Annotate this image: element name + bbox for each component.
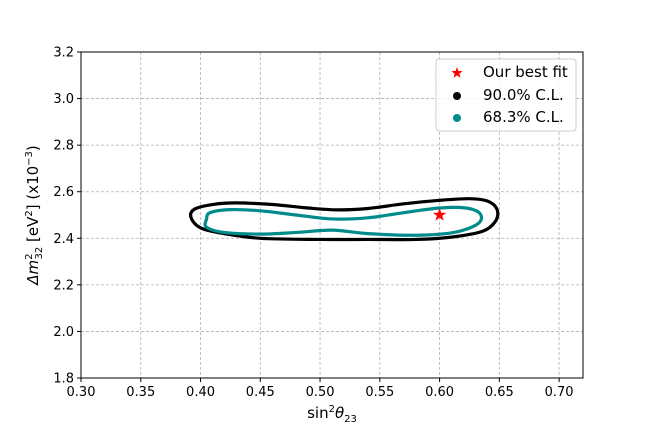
y-tick-label: 2.4 — [53, 232, 74, 247]
y-tick-label: 2.8 — [53, 139, 74, 154]
legend-label-90: 90.0% C.L. — [483, 86, 564, 104]
x-tick-label: 0.65 — [485, 385, 514, 400]
y-tick-label: 3.0 — [53, 92, 74, 107]
legend: Our best fit 90.0% C.L. 68.3% C.L. — [435, 58, 577, 132]
x-tick-label: 0.55 — [365, 385, 394, 400]
x-tick-label: 0.45 — [246, 385, 275, 400]
y-tick-label: 2.6 — [53, 185, 74, 200]
contour-68-cl — [203, 205, 484, 237]
legend-dot-68-icon — [453, 114, 461, 122]
contour-90-cl — [189, 197, 500, 242]
x-tick-label: 0.40 — [186, 385, 215, 400]
x-tick-label: 0.50 — [306, 385, 335, 400]
y-tick-label: 3.2 — [53, 46, 74, 61]
legend-dot-90-icon — [453, 92, 461, 100]
x-tick-label: 0.30 — [67, 385, 96, 400]
x-tick-label: 0.35 — [126, 385, 155, 400]
legend-box — [435, 58, 577, 132]
y-tick-label: 1.8 — [53, 372, 74, 387]
y-tick-label: 2.2 — [53, 278, 74, 293]
legend-label-best-fit: Our best fit — [483, 63, 568, 81]
best-fit-star-marker — [432, 208, 447, 221]
legend-label-68: 68.3% C.L. — [483, 108, 564, 126]
legend-star-icon — [451, 67, 463, 78]
x-tick-label: 0.70 — [545, 385, 574, 400]
y-tick-label: 2.0 — [53, 325, 74, 340]
y-axis-label: Δm232 [eV2] (x10−3) — [24, 145, 45, 286]
x-ticks: 0.30 0.35 0.40 0.45 0.50 0.55 0.60 0.65 0.70 — [67, 378, 574, 400]
plot-frame — [80, 51, 584, 379]
y-ticks: 1.8 2.0 2.2 2.4 2.6 2.8 3.0 3.2 — [53, 46, 81, 387]
x-tick-label: 0.60 — [425, 385, 454, 400]
x-axis-label: sin2θ23 — [307, 404, 357, 425]
contour-layer — [189, 197, 500, 242]
